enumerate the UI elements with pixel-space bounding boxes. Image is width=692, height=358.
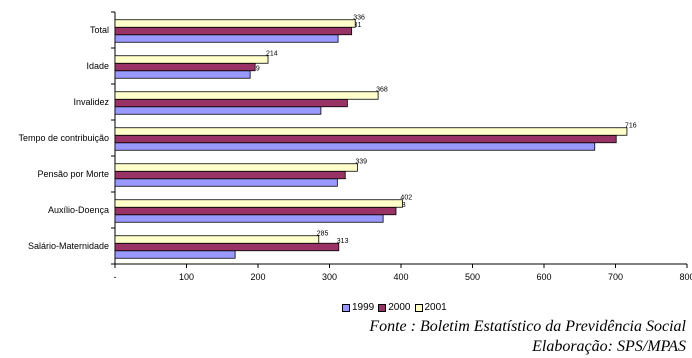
bar-tempo-de-contribuicao-2001 — [114, 127, 628, 136]
x-tick-label: 600 — [536, 272, 551, 282]
data-label-tempo-de-contribuicao-2001: 716 — [625, 122, 637, 129]
data-label-invalidez-2001: 368 — [376, 86, 388, 93]
bar-chart: -100200300400500600700800Total312331336I… — [18, 11, 692, 282]
bar-salario-maternidade-2001 — [114, 235, 320, 244]
data-label-pensao-por-morte-2001: 339 — [355, 158, 367, 165]
source-text: Fonte : Boletim Estatístico da Previdênc… — [369, 318, 686, 335]
category-label-tempo-de-contribuicao: Tempo de contribuição — [18, 133, 109, 143]
bar-auxilio-doenca-1999 — [114, 214, 384, 223]
bar-pensao-por-morte-1999 — [114, 178, 338, 187]
x-tick-label: 100 — [179, 272, 194, 282]
category-label-pensao-por-morte: Pensão por Morte — [37, 169, 109, 179]
x-tick-label: 200 — [250, 272, 265, 282]
bar-total-2001 — [114, 19, 356, 28]
legend-item-2000: 2000 — [378, 302, 411, 313]
legend-label-2001: 2001 — [424, 302, 447, 313]
bar-invalidez-2001 — [114, 91, 379, 100]
legend-label-1999: 1999 — [352, 302, 375, 313]
bar-total-1999 — [114, 34, 339, 43]
category-label-invalidez: Invalidez — [73, 97, 109, 107]
data-label-total-2001: 336 — [353, 14, 365, 21]
legend-item-1999: 1999 — [342, 302, 374, 313]
category-label-idade: Idade — [86, 61, 109, 71]
bar-auxilio-doenca-2000 — [114, 206, 397, 216]
category-label-total: Total — [90, 25, 109, 35]
credit-text: Elaboração: SPS/MPAS — [532, 338, 686, 355]
bar-auxilio-doenca-2001 — [114, 199, 403, 208]
x-tick-label: 800 — [679, 272, 692, 282]
bar-pensao-por-morte-2000 — [114, 170, 346, 180]
x-tick-label: 500 — [465, 272, 480, 282]
bar-invalidez-1999 — [114, 106, 322, 115]
bar-tempo-de-contribuicao-1999 — [114, 142, 596, 151]
legend-label-2000: 2000 — [388, 302, 411, 313]
bar-total-2000 — [114, 26, 353, 36]
x-tick-label: - — [114, 272, 117, 282]
legend-swatch-2001 — [414, 303, 423, 312]
bar-salario-maternidade-1999 — [114, 250, 236, 259]
data-label-salario-maternidade-2000: 313 — [337, 238, 349, 245]
x-tick-label: 700 — [608, 272, 623, 282]
legend: 1999 2000 2001 — [342, 302, 449, 313]
legend-swatch-1999 — [342, 303, 350, 312]
category-label-salario-maternidade: Salário-Maternidade — [28, 241, 109, 251]
data-label-auxilio-doenca-2001: 402 — [400, 194, 412, 201]
bar-idade-1999 — [114, 70, 251, 79]
bar-tempo-de-contribuicao-2000 — [114, 134, 617, 144]
bar-idade-2001 — [114, 55, 269, 64]
x-tick-label: 300 — [322, 272, 337, 282]
data-label-idade-2001: 214 — [266, 50, 278, 57]
bar-salario-maternidade-2000 — [114, 242, 340, 252]
bar-idade-2000 — [114, 62, 256, 72]
bar-invalidez-2000 — [114, 98, 348, 108]
data-label-salario-maternidade-2001: 285 — [317, 230, 329, 237]
legend-swatch-2000 — [378, 303, 387, 312]
legend-item-2001: 2001 — [414, 302, 447, 313]
category-label-auxilio-doenca: Auxílio-Doença — [48, 205, 109, 215]
x-tick-label: 400 — [393, 272, 408, 282]
bar-pensao-por-morte-2001 — [114, 163, 358, 172]
